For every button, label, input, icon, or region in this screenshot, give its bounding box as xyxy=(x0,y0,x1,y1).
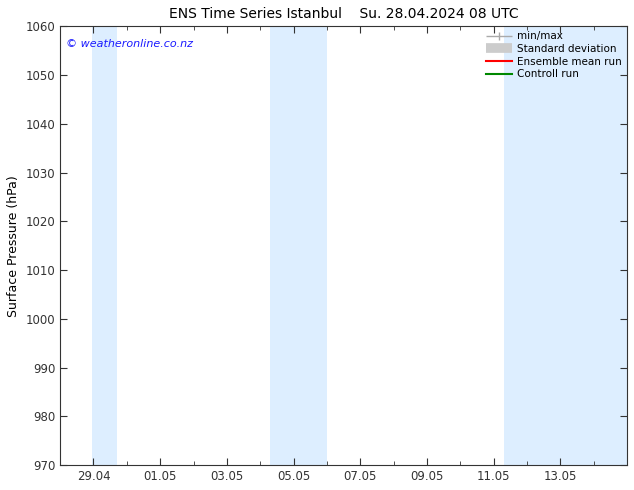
Text: © weatheronline.co.nz: © weatheronline.co.nz xyxy=(66,40,193,49)
Bar xyxy=(270,26,327,465)
Bar xyxy=(503,26,629,465)
Bar xyxy=(92,26,117,465)
Legend: min/max, Standard deviation, Ensemble mean run, Controll run: min/max, Standard deviation, Ensemble me… xyxy=(484,29,624,81)
Y-axis label: Surface Pressure (hPa): Surface Pressure (hPa) xyxy=(7,175,20,317)
Title: ENS Time Series Istanbul    Su. 28.04.2024 08 UTC: ENS Time Series Istanbul Su. 28.04.2024 … xyxy=(169,7,519,21)
